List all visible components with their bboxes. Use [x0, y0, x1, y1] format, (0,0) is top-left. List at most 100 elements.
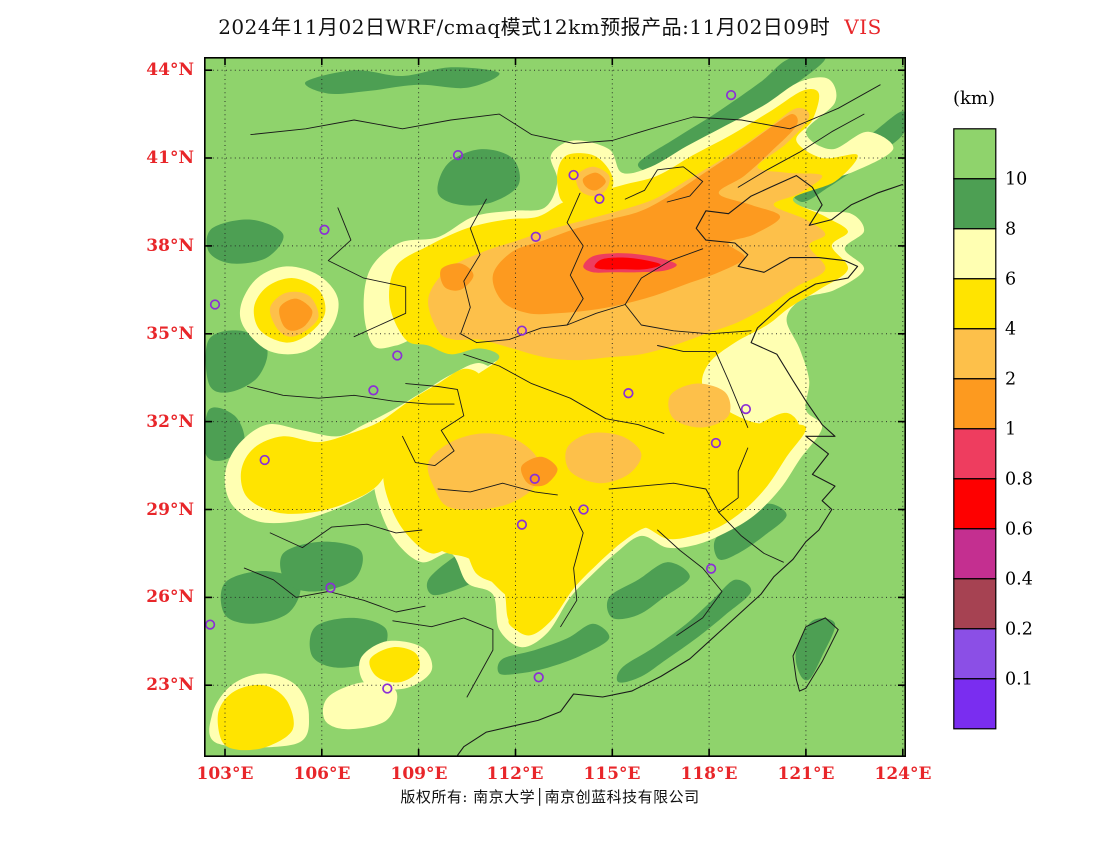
- legend-tick-label: 0.2: [1005, 620, 1033, 640]
- legend-cell: [953, 278, 997, 330]
- legend-unit-label: (km): [952, 88, 996, 109]
- city-marker: [516, 519, 528, 530]
- city-marker: [705, 563, 717, 574]
- province-border-line: [460, 198, 487, 344]
- legend-colorbar: 10 8 6 4 2 1 0.8 0.6 0.4 0.2 0.1: [953, 128, 1033, 730]
- legend-tick-label: 0.8: [1005, 470, 1033, 490]
- city-marker: [382, 683, 393, 694]
- lon-tick-label: 124°E: [874, 764, 932, 784]
- city-marker: [533, 672, 544, 683]
- contour-region-1-2km: [582, 172, 606, 191]
- province-border-line: [437, 482, 558, 496]
- city-marker: [623, 388, 634, 399]
- copyright-footer: 版权所有: 南京大学│南京创蓝科技有限公司: [400, 788, 700, 806]
- legend-cell: [953, 378, 997, 430]
- province-border-line: [392, 617, 494, 698]
- legend-tick-label: 4: [1005, 320, 1016, 340]
- contour-region-1-2km: [492, 114, 798, 315]
- lat-tick-label: 32°N: [146, 412, 194, 432]
- lon-tick-label: 103°E: [196, 764, 254, 784]
- legend-tick-label: 6: [1005, 270, 1016, 290]
- contour-region-8-10km: [204, 407, 245, 461]
- city-marker: [530, 231, 541, 242]
- contour-region-1-2km: [279, 298, 313, 331]
- legend-cell: [953, 128, 997, 180]
- contour-region-8-10km: [638, 57, 826, 174]
- contour-region-8-10km: [497, 623, 610, 675]
- contour-region-6-8km: [322, 682, 398, 730]
- province-border-line: [718, 511, 784, 563]
- province-border-line: [402, 383, 465, 467]
- contour-region-4-6km: [508, 412, 800, 633]
- province-border-line: [737, 113, 865, 188]
- contour-fill-layer: [204, 57, 906, 751]
- lon-tick-label: 109°E: [390, 764, 448, 784]
- legend-cell: [953, 678, 997, 730]
- province-border-line: [624, 248, 704, 305]
- city-marker: [392, 350, 403, 361]
- forecast-map: [204, 57, 906, 757]
- lat-tick-label: 23°N: [146, 675, 194, 695]
- legend-cell: [953, 178, 997, 230]
- contour-region-4-6km: [240, 368, 481, 514]
- lon-tick-label: 121°E: [777, 764, 835, 784]
- city-markers: [204, 89, 752, 694]
- contour-region-8-10km: [437, 149, 520, 206]
- legend-tick-label: 8: [1005, 220, 1016, 240]
- province-border-line: [463, 353, 665, 434]
- province-border-line: [250, 84, 881, 144]
- legend-cell: [953, 528, 997, 580]
- contour-region-8-10km: [606, 562, 690, 620]
- contour-region-8-10km: [205, 330, 268, 393]
- province-border-line: [624, 166, 704, 203]
- contour-region-2-4km: [668, 383, 731, 428]
- city-marker: [452, 149, 464, 161]
- province-border-line: [657, 529, 723, 636]
- province-border-line: [608, 482, 720, 513]
- map-frame: [204, 57, 906, 757]
- city-marker: [594, 193, 605, 204]
- province-border-line: [269, 523, 423, 549]
- lon-tick-label: 112°E: [486, 764, 544, 784]
- legend-cell: [953, 478, 997, 530]
- city-marker: [578, 504, 589, 515]
- province-borders: [243, 84, 881, 698]
- legend-cell: [953, 328, 997, 380]
- lat-tick-label: 35°N: [146, 324, 194, 344]
- coastline: [456, 175, 903, 756]
- legend-tick-label: 1: [1005, 420, 1016, 440]
- city-marker: [710, 437, 722, 449]
- city-marker: [319, 224, 330, 235]
- contour-region-4-6km: [217, 684, 294, 751]
- city-marker: [325, 582, 336, 593]
- province-border-line: [718, 447, 749, 513]
- legend-cell: [953, 578, 997, 630]
- lat-tick-label: 26°N: [146, 587, 194, 607]
- province-border-line: [247, 386, 455, 405]
- contour-region-8-10km: [304, 67, 500, 95]
- island-outline: [792, 617, 839, 692]
- legend-cell: [953, 628, 997, 680]
- city-marker: [568, 169, 579, 181]
- legend-cell: [953, 428, 997, 480]
- contour-region-8-10km: [713, 503, 787, 560]
- city-marker: [368, 385, 379, 396]
- contour-region-2-4km: [565, 432, 642, 484]
- title-variable-label: VIS: [844, 15, 882, 39]
- lat-tick-label: 44°N: [146, 60, 194, 80]
- contour-region-8-10km: [280, 541, 363, 592]
- lat-tick-label: 29°N: [146, 500, 194, 520]
- city-marker: [740, 403, 752, 415]
- legend-cell: [953, 228, 997, 280]
- city-marker: [209, 299, 221, 310]
- city-marker: [725, 89, 737, 101]
- lon-tick-label: 118°E: [680, 764, 738, 784]
- legend-tick-label: 0.1: [1005, 670, 1033, 690]
- city-marker: [259, 454, 270, 466]
- page-title: 2024年11月02日WRF/cmaq模式12km预报产品:11月02日09时 V…: [0, 11, 1100, 40]
- legend-tick-label: 2: [1005, 370, 1016, 390]
- contour-region-0.6-0.8km: [594, 257, 661, 270]
- contour-region-4-6km: [369, 647, 420, 683]
- province-border-line: [560, 506, 584, 628]
- province-border-line: [566, 304, 752, 335]
